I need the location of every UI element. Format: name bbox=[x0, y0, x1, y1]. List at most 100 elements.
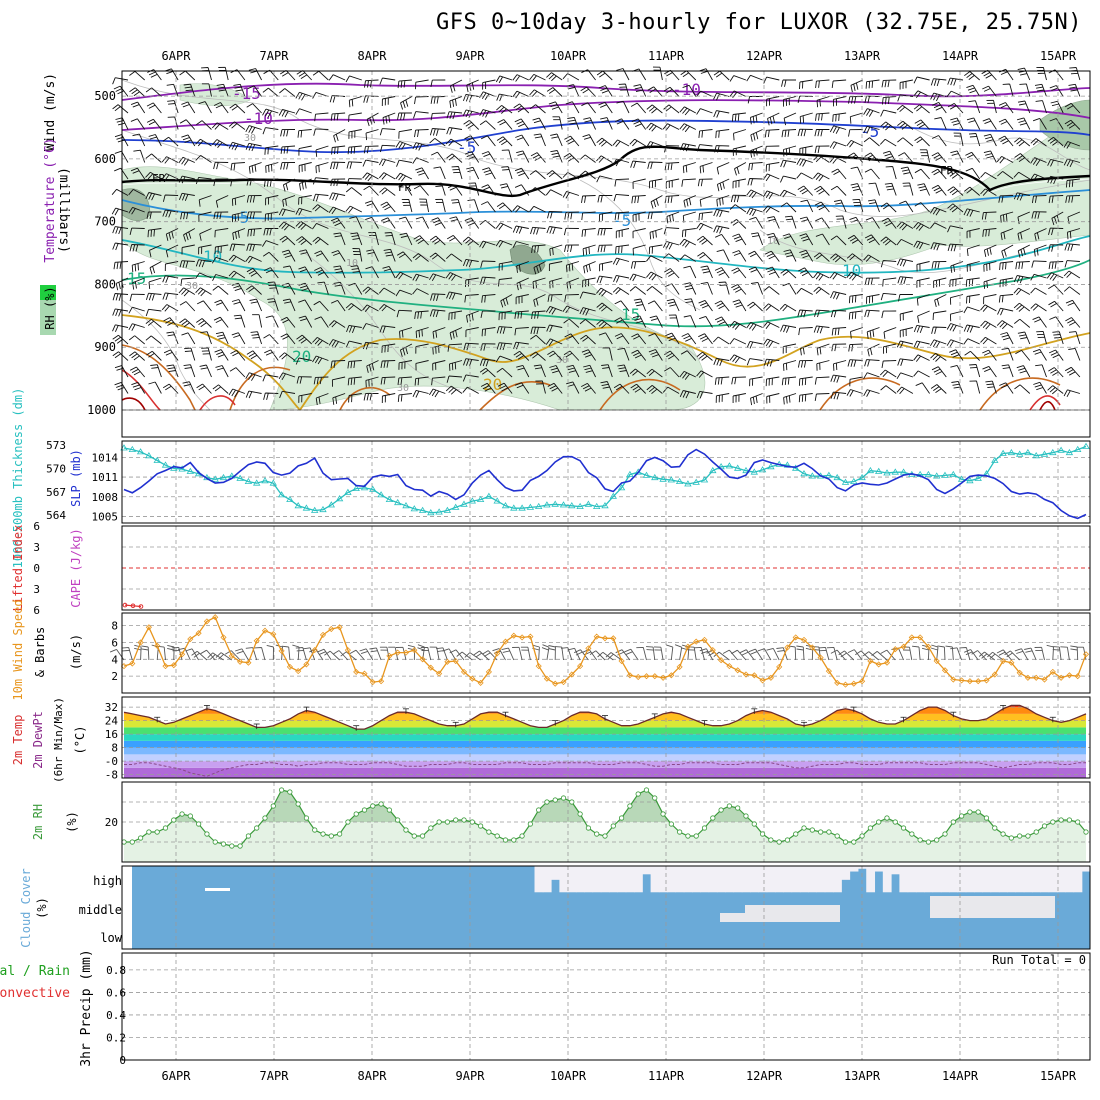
wind-barb bbox=[348, 393, 362, 403]
wind-barb bbox=[314, 316, 329, 328]
thickness-marker bbox=[617, 484, 626, 491]
wind-barb bbox=[347, 360, 362, 369]
thickness-marker bbox=[966, 477, 974, 484]
wind-barb bbox=[729, 338, 747, 345]
wind-speed-marker bbox=[162, 663, 169, 670]
wind-barb bbox=[131, 261, 145, 273]
wind-barb bbox=[1033, 381, 1047, 394]
wind-barb bbox=[495, 75, 513, 84]
temp-unit-axis-label: (°C) bbox=[73, 726, 87, 755]
wind-barb bbox=[228, 270, 246, 279]
wind-barb bbox=[198, 211, 212, 223]
wind-barb bbox=[730, 194, 746, 203]
wind-barb bbox=[563, 153, 580, 163]
wind-barb bbox=[814, 128, 830, 137]
thickness-marker bbox=[534, 502, 543, 509]
cloud-gap-cell bbox=[924, 866, 934, 893]
wind-barb bbox=[412, 389, 429, 398]
wind-barb bbox=[682, 84, 697, 97]
wind-barb bbox=[932, 101, 947, 114]
thickness-marker bbox=[609, 492, 618, 499]
wind-barb bbox=[830, 235, 847, 246]
wind-speed-axis-label: 10m Wind Speed bbox=[11, 599, 25, 700]
thickness-marker bbox=[543, 501, 551, 508]
wind-speed-marker bbox=[925, 643, 932, 650]
bottom-date-labels: 6APR 7APR 8APR 9APR 10APR 11APR 12APR 13APR 14AP… bbox=[162, 1069, 1077, 1083]
wind-barb bbox=[514, 382, 530, 394]
wind-barb bbox=[379, 77, 396, 85]
rh2m-axis-label: 2m RH bbox=[31, 804, 45, 840]
wind-barb bbox=[731, 649, 747, 661]
thickness-marker bbox=[393, 498, 402, 506]
wind-barb bbox=[214, 228, 229, 238]
wind-barb bbox=[182, 381, 196, 394]
wind-barb bbox=[434, 182, 446, 196]
thickness-marker bbox=[941, 471, 949, 478]
wind-speed-marker bbox=[684, 643, 691, 650]
wind-speed-marker bbox=[154, 642, 161, 649]
wind-barb bbox=[734, 162, 747, 176]
wind-barb bbox=[780, 324, 797, 333]
wind-barb bbox=[866, 294, 880, 304]
wind-barb bbox=[178, 287, 196, 297]
wind-barb bbox=[267, 298, 279, 312]
wind-speed-marker bbox=[336, 624, 343, 631]
rh2m-marker bbox=[627, 803, 633, 809]
wind-barb bbox=[732, 393, 746, 403]
cloud-gap-mid bbox=[720, 913, 840, 922]
wind-barb bbox=[914, 136, 930, 147]
wind-barb bbox=[415, 79, 429, 90]
rh2m-marker bbox=[793, 831, 799, 837]
wind-barb bbox=[829, 271, 847, 280]
wind-barb bbox=[179, 70, 196, 81]
wind-barb bbox=[128, 323, 145, 331]
wind-barb bbox=[147, 228, 162, 238]
wind-barb bbox=[796, 158, 813, 167]
wind-barb bbox=[564, 244, 579, 252]
wind-barb bbox=[254, 647, 266, 661]
rh2m-marker bbox=[328, 833, 334, 839]
wind-barb bbox=[831, 168, 847, 180]
wind-speed-marker bbox=[643, 673, 650, 680]
wind-barb bbox=[947, 203, 964, 213]
wind-speed-marker bbox=[220, 634, 227, 641]
wind-barb bbox=[211, 122, 229, 130]
wind-barb bbox=[864, 309, 880, 318]
rh2m-marker bbox=[950, 819, 956, 825]
wind-barb bbox=[531, 310, 546, 319]
wind-barb bbox=[129, 71, 145, 81]
cloud-gap-cell bbox=[982, 866, 992, 893]
wind-barb bbox=[699, 162, 713, 174]
wind-barb bbox=[748, 266, 763, 279]
rh-contour-label: 30 bbox=[244, 133, 256, 144]
wind-barb bbox=[981, 69, 997, 81]
contour-label: FR bbox=[940, 164, 954, 177]
thickness-marker bbox=[493, 497, 501, 504]
rh2m-marker bbox=[196, 821, 202, 827]
wind-barb bbox=[832, 96, 847, 107]
rh2m-marker bbox=[254, 825, 260, 831]
wind-barb bbox=[317, 648, 332, 661]
rh2m-marker bbox=[759, 831, 766, 837]
wind-barb bbox=[512, 90, 529, 99]
wind-barb bbox=[931, 366, 947, 378]
wind-barb bbox=[530, 226, 546, 235]
thickness-marker bbox=[153, 456, 161, 463]
wind-barb bbox=[364, 200, 379, 213]
wind-barb bbox=[615, 649, 631, 661]
wind-barb bbox=[529, 170, 546, 180]
wind-barb bbox=[145, 192, 162, 201]
wind-speed-marker bbox=[577, 663, 584, 670]
wind-barb bbox=[183, 364, 196, 378]
panel-frames bbox=[121, 70, 1091, 1061]
wind-barb bbox=[949, 310, 964, 322]
wind-barb bbox=[165, 244, 179, 258]
wind-barb bbox=[315, 145, 329, 157]
wind-barb bbox=[1063, 286, 1081, 295]
wind-barb bbox=[381, 393, 396, 404]
wind-barb bbox=[181, 134, 196, 147]
wind-barb bbox=[278, 208, 296, 216]
rh2m-marker bbox=[677, 829, 683, 835]
wind-barb bbox=[880, 202, 897, 213]
wind-barb bbox=[1000, 211, 1014, 223]
